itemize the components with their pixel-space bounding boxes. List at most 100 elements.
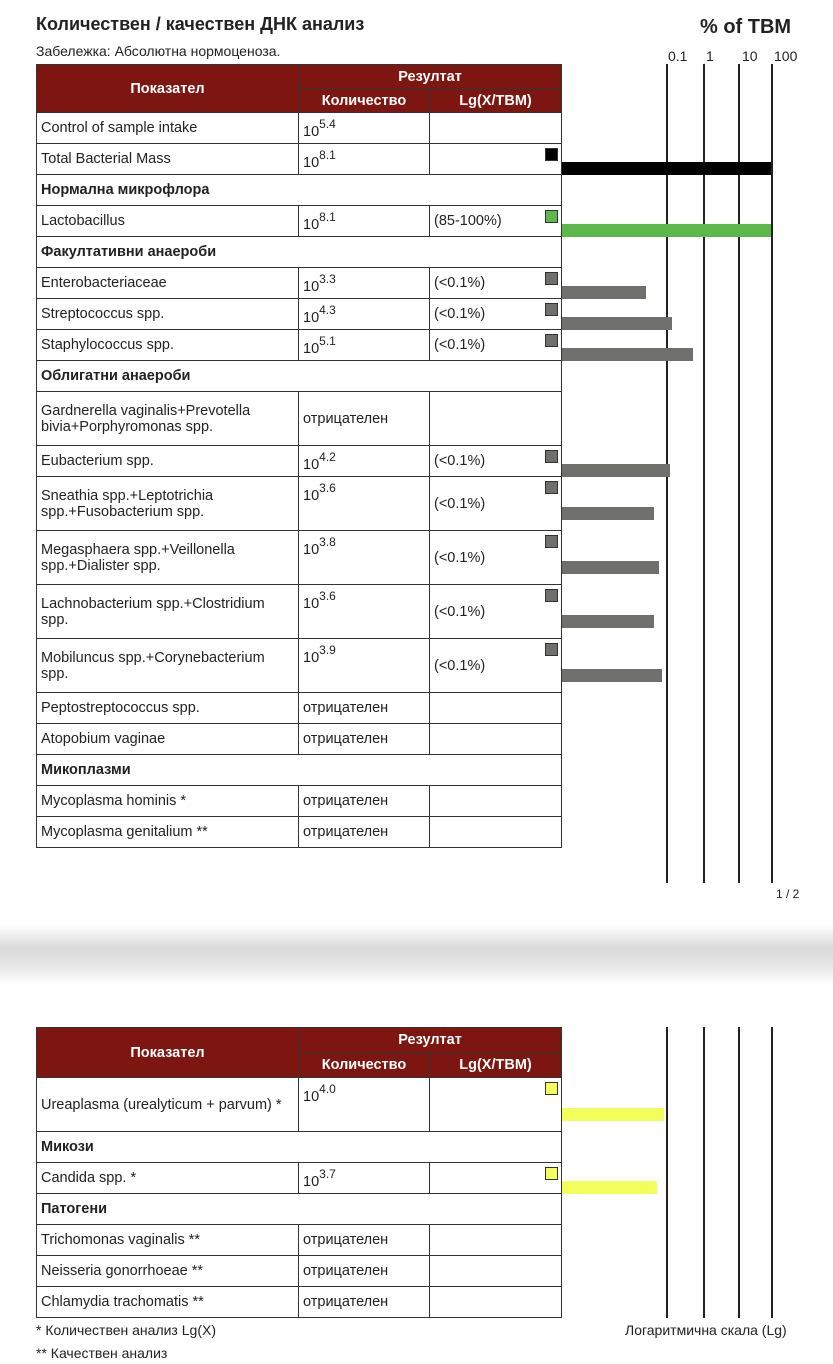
footnote: * Количествен анализ Lg(X) <box>36 1322 216 1338</box>
abundance-bar <box>562 224 771 237</box>
quantity-cell: отрицателен <box>298 692 430 724</box>
lg-value: (<0.1%) <box>434 495 486 512</box>
legend-square <box>545 1167 559 1180</box>
indicator-name: Chlamydia trachomatis ** <box>36 1286 299 1318</box>
indicator-name: Atopobium vaginae <box>36 723 299 755</box>
scale-gridline <box>666 1027 668 1318</box>
table-row: Peptostreptococcus spp. отрицателен <box>36 692 563 724</box>
quantity-cell: 103.6 <box>298 584 430 639</box>
quantity-base: 10 <box>303 1088 320 1105</box>
page-number: 1 / 2 <box>776 887 800 901</box>
indicator-name: Lactobacillus <box>36 205 299 237</box>
results-table-page1: Показател Резултат Количество Lg(X/TBM) Cont… <box>35 64 563 848</box>
legend-square <box>545 148 559 161</box>
lg-cell: (<0.1%) <box>428 476 563 531</box>
quantity-base: 10 <box>303 541 320 558</box>
header-row: Показател Резултат <box>36 1027 563 1078</box>
legend-square <box>545 1082 559 1095</box>
tick-label: 1 <box>706 48 714 64</box>
table-row: Control of sample intake 105.4 <box>36 112 563 144</box>
lg-value: (<0.1%) <box>434 549 486 566</box>
tick-label: 100 <box>774 48 798 64</box>
page-break <box>0 925 833 985</box>
quantity-base: 10 <box>303 1173 320 1190</box>
quantity-base: 10 <box>303 595 320 612</box>
header-row: Количество Lg(X/TBM) <box>37 88 563 113</box>
section-row: Микоплазми <box>35 754 563 786</box>
abundance-bar <box>562 1107 665 1121</box>
scale-title: % of TBM <box>700 16 792 38</box>
legend-square <box>545 481 559 494</box>
indicator-name: Mobiluncus spp.+Corynebacterium spp. <box>36 638 299 693</box>
quantity-base: 10 <box>303 340 320 357</box>
quantity-exponent: 4.3 <box>319 303 336 317</box>
quantity-exponent: 3.3 <box>319 272 336 286</box>
legend-square <box>545 643 559 656</box>
quantity-cell: 108.1 <box>298 143 430 175</box>
table-row: Staphylococcus spp. 105.1 (<0.1%) <box>36 329 563 361</box>
header-indicator: Показател <box>36 1027 299 1078</box>
header-lg: Lg(X/TBM) <box>428 1052 563 1078</box>
abundance-bar <box>562 464 670 477</box>
scale-gridline <box>738 1027 740 1318</box>
header-result: Резултат <box>297 64 563 89</box>
lg-cell <box>428 112 563 144</box>
header-result: Резултат <box>297 1027 563 1053</box>
table-row: Chlamydia trachomatis ** отрицателен <box>36 1286 563 1318</box>
scale-gridline <box>738 64 740 883</box>
table-row: Megasphaera spp.+Veillonella spp.+Dialis… <box>36 530 563 585</box>
scale-gridline <box>771 64 773 883</box>
quantity-cell: отрицателен <box>298 1255 430 1287</box>
indicator-name: Enterobacteriaceae <box>36 267 299 299</box>
section-row: Нормална микрофлора <box>35 174 563 206</box>
table-row: Trichomonas vaginalis ** отрицателен <box>36 1224 563 1256</box>
quantity-base: 10 <box>303 154 320 171</box>
quantity-cell: 103.9 <box>298 638 430 693</box>
indicator-name: Gardnerella vaginalis+Prevotella bivia+P… <box>36 391 299 446</box>
footnote: ** Качествен анализ <box>36 1345 168 1361</box>
indicator-name: Control of sample intake <box>36 112 299 144</box>
header-lg: Lg(X/TBM) <box>428 88 563 113</box>
table-row: Mycoplasma hominis * отрицателен <box>36 785 563 817</box>
table-row: Gardnerella vaginalis+Prevotella bivia+P… <box>36 391 563 446</box>
lg-cell <box>428 1286 563 1318</box>
legend-square <box>545 535 559 548</box>
indicator-name: Total Bacterial Mass <box>36 143 299 175</box>
quantity-exponent: 3.8 <box>319 535 336 549</box>
quantity-cell: 103.8 <box>298 530 430 585</box>
lg-cell: (<0.1%) <box>428 298 563 330</box>
indicator-name: Peptostreptococcus spp. <box>36 692 299 724</box>
indicator-name: Trichomonas vaginalis ** <box>36 1224 299 1256</box>
header-indicator: Показател <box>36 64 299 113</box>
section-title: Патогени <box>35 1193 563 1225</box>
quantity-cell: 104.0 <box>298 1077 430 1132</box>
indicator-name: Ureaplasma (urealyticum + parvum) * <box>36 1077 299 1132</box>
indicator-name: Mycoplasma genitalium ** <box>36 816 299 848</box>
indicator-name: Neisseria gonorrhoeae ** <box>36 1255 299 1287</box>
section-row: Облигатни анаероби <box>35 360 563 392</box>
quantity-exponent: 5.1 <box>319 334 336 348</box>
header-row: Показател Резултат <box>36 64 563 113</box>
lg-cell: (<0.1%) <box>428 445 563 477</box>
lg-cell: (<0.1%) <box>428 584 563 639</box>
quantity-exponent: 4.2 <box>319 450 336 464</box>
quantity-base: 10 <box>303 123 320 140</box>
quantity-base: 10 <box>303 278 320 295</box>
indicator-name: Megasphaera spp.+Veillonella spp.+Dialis… <box>36 530 299 585</box>
quantity-cell: 105.1 <box>298 329 430 361</box>
indicator-name: Mycoplasma hominis * <box>36 785 299 817</box>
quantity-exponent: 3.7 <box>319 1167 336 1181</box>
abundance-bar <box>562 506 654 520</box>
table-row: Enterobacteriaceae 103.3 (<0.1%) <box>36 267 563 299</box>
quantity-cell: 104.2 <box>298 445 430 477</box>
indicator-name: Sneathia spp.+Leptotrichia spp.+Fusobact… <box>36 476 299 531</box>
table-row: Mobiluncus spp.+Corynebacterium spp. 103.… <box>36 638 563 693</box>
table-row: Eubacterium spp. 104.2 (<0.1%) <box>36 445 563 477</box>
quantity-base: 10 <box>303 456 320 473</box>
lg-cell <box>428 816 563 848</box>
tick-label: 0.1 <box>668 48 688 64</box>
abundance-bar <box>562 614 654 628</box>
quantity-base: 10 <box>303 216 320 233</box>
legend-square <box>545 589 559 602</box>
abundance-bar <box>562 348 693 361</box>
